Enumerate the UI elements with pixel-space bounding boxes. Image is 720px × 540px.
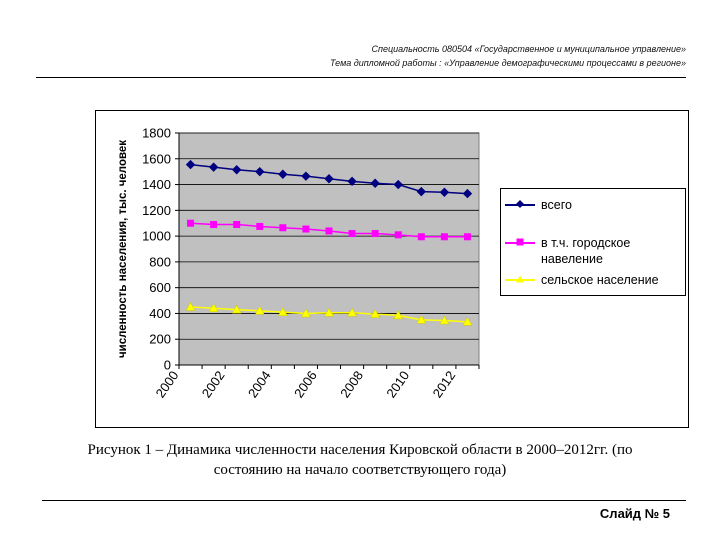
data-point-square-marker — [233, 221, 241, 229]
data-point-diamond-marker — [393, 179, 403, 190]
y-tick-label: 1200 — [142, 203, 171, 218]
data-point-square-marker — [463, 233, 471, 241]
caption-line-1: Рисунок 1 – Динамика численности населен… — [87, 442, 633, 458]
data-point-triangle-marker — [347, 307, 358, 317]
y-tick-label: 1400 — [142, 177, 171, 192]
slide-number: Слайд № 5 — [599, 506, 670, 521]
data-point-diamond-marker — [324, 174, 334, 184]
data-point-diamond-marker — [370, 178, 380, 188]
data-point-diamond-marker — [255, 166, 265, 177]
data-point-square-marker — [440, 233, 448, 241]
y-tick-label: 200 — [149, 332, 171, 347]
data-point-triangle-marker — [462, 316, 473, 326]
figure-caption: Рисунок 1 – Динамика численности населен… — [40, 440, 680, 480]
legend-marker-triangle — [516, 275, 524, 283]
data-point-triangle-marker — [370, 309, 381, 318]
y-tick-label: 0 — [164, 358, 171, 373]
data-point-square-marker — [187, 219, 195, 227]
y-tick-label: 400 — [149, 306, 171, 321]
data-point-triangle-marker — [300, 308, 311, 318]
data-point-diamond-marker — [231, 165, 242, 175]
data-point-diamond-marker — [278, 169, 288, 179]
data-point-triangle-marker — [277, 307, 288, 316]
data-point-triangle-marker — [208, 303, 219, 313]
slide-header: Специальность 080504 «Государственное и … — [330, 42, 686, 70]
data-point-square-marker — [348, 230, 356, 238]
plot-area — [178, 132, 480, 366]
data-point-square-marker — [325, 227, 333, 235]
x-tick-label: 2006 — [291, 368, 320, 400]
legend-label-urban: в т.ч. городское навеление — [541, 236, 631, 266]
data-point-diamond-marker — [439, 187, 450, 197]
data-point-square-marker — [371, 230, 379, 238]
data-point-square-marker — [210, 221, 218, 229]
legend-marker-square — [516, 238, 524, 246]
data-point-diamond-marker — [462, 188, 473, 199]
y-tick-label: 1000 — [142, 229, 171, 244]
data-point-square-marker — [394, 231, 402, 239]
data-point-diamond-marker — [185, 159, 196, 170]
data-point-triangle-marker — [231, 304, 242, 314]
x-tick-label: 2000 — [153, 368, 182, 400]
x-tick-label: 2008 — [337, 368, 366, 400]
x-tick-label: 2012 — [430, 368, 459, 400]
data-point-square-marker — [417, 233, 425, 241]
specialty-line: Специальность 080504 «Государственное и … — [371, 44, 686, 54]
data-point-diamond-marker — [301, 171, 311, 181]
data-point-diamond-marker — [347, 176, 357, 187]
x-tick-label: 2004 — [245, 368, 274, 400]
data-point-square-marker — [302, 225, 310, 233]
population-chart: 0 200 400 600 800 1000 1200 1400 1600 1800 2000 200… — [117, 126, 480, 400]
legend-marker-diamond — [516, 200, 524, 208]
legend-label-total: всего — [541, 198, 572, 212]
x-tick-label: 2010 — [383, 368, 412, 400]
caption-line-2: состоянию на начало соответствующего год… — [213, 462, 507, 478]
y-tick-label: 800 — [149, 254, 171, 269]
y-tick-label: 1800 — [142, 126, 171, 141]
x-tick-label: 2002 — [199, 368, 228, 400]
y-tick-label: 600 — [149, 280, 171, 295]
data-point-square-marker — [279, 224, 287, 232]
data-point-square-marker — [256, 222, 264, 230]
data-point-triangle-marker — [416, 314, 427, 324]
data-point-diamond-marker — [208, 162, 219, 172]
chart-legend: всего в т.ч. городское навеление сельско… — [500, 188, 686, 296]
y-tick-label: 1600 — [142, 151, 171, 166]
data-point-triangle-marker — [254, 305, 265, 315]
legend-label-rural: сельское население — [541, 273, 659, 287]
bottom-divider — [42, 500, 686, 501]
top-divider — [36, 77, 686, 78]
data-point-triangle-marker — [324, 307, 334, 317]
thesis-topic-line: Тема дипломной работы : «Управление демо… — [329, 58, 686, 68]
data-point-triangle-marker — [393, 310, 404, 320]
data-point-diamond-marker — [416, 186, 427, 197]
data-point-triangle-marker — [439, 315, 450, 325]
data-point-triangle-marker — [185, 301, 196, 311]
y-axis-label: численность населения, тыс. человек — [117, 140, 129, 358]
